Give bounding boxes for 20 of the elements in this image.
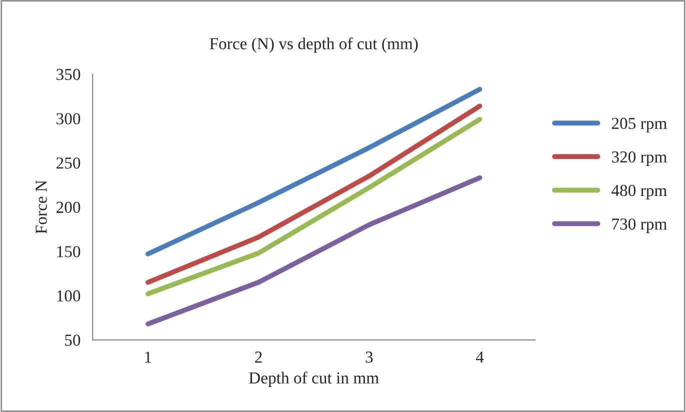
y-tick-label: 200	[56, 202, 80, 213]
x-axis-title: Depth of cut in mm	[249, 372, 379, 387]
x-tick-label: 2	[255, 352, 262, 363]
x-tick-label: 1	[145, 352, 152, 363]
y-axis-title: Force N	[36, 180, 47, 234]
line-series	[145, 86, 482, 256]
x-tick-label: 4	[476, 352, 484, 363]
legend-label: 205 rpm	[612, 118, 667, 132]
legend-label: 480 rpm	[611, 184, 667, 200]
legend-label: 730 rpm	[612, 218, 667, 234]
y-tick-label: 300	[56, 113, 80, 124]
y-tick-label: 100	[57, 290, 80, 302]
y-tick-label: 150	[57, 246, 80, 258]
legend-label: 320 rpm	[612, 151, 667, 166]
x-tick-label: 3	[366, 352, 373, 363]
line-series	[145, 175, 482, 326]
y-tick-label: 350	[56, 68, 80, 80]
chart-title: Force (N) vs depth of cut (mm)	[210, 37, 418, 53]
y-tick-label: 50	[65, 334, 80, 346]
y-tick-label: 250	[56, 157, 80, 169]
